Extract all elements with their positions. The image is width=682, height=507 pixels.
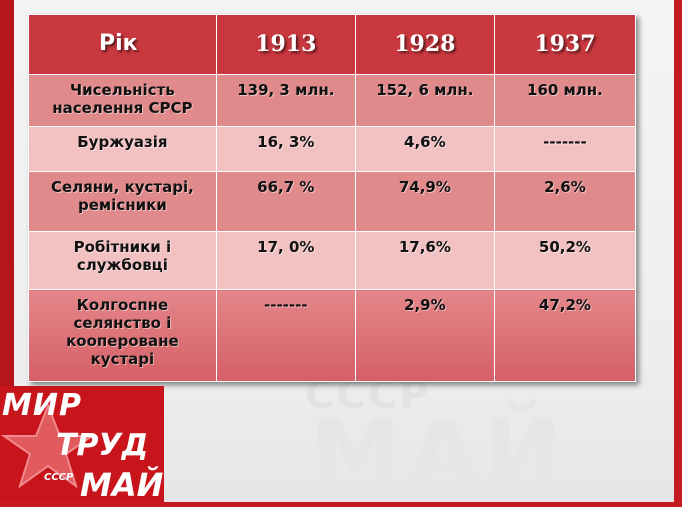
header-1913: 1913 bbox=[215, 14, 356, 75]
header-year-label: Рік bbox=[28, 14, 217, 75]
star-icon bbox=[0, 403, 96, 489]
cell-value: 74,9% bbox=[354, 171, 495, 232]
cell-value: 4,6% bbox=[354, 126, 495, 172]
row-label-peasants: Селяни, кустарі, ремісники bbox=[28, 171, 217, 232]
row-label-workers: Робітники і службовці bbox=[28, 231, 217, 290]
logo-word-trud: ТРУД bbox=[56, 428, 149, 463]
cell-value: 50,2% bbox=[493, 231, 637, 290]
row-label-population: Чисельність населення СРСР bbox=[28, 74, 217, 127]
cell-value: 2,6% bbox=[493, 171, 637, 232]
population-table: Рік 1913 1928 1937 Чисельність населення… bbox=[28, 14, 637, 382]
table-row: Робітники і службовці 17, 0% 17,6% 50,2% bbox=[28, 231, 637, 290]
table-row: Колгоспне селянство і коопероване кустар… bbox=[28, 289, 637, 382]
cell-value: 47,2% bbox=[493, 289, 637, 382]
table-row: Чисельність населення СРСР 139, 3 млн. 1… bbox=[28, 74, 637, 127]
cell-value: 139, 3 млн. bbox=[215, 74, 356, 127]
cell-value: 17,6% bbox=[354, 231, 495, 290]
cell-value: 66,7 % bbox=[215, 171, 356, 232]
left-red-stripe bbox=[0, 0, 14, 502]
logo-word-cccp: СССР bbox=[44, 472, 74, 483]
header-1928: 1928 bbox=[354, 14, 495, 75]
logo-word-mir: МИР bbox=[2, 388, 82, 423]
watermark-mai: МАЙ bbox=[310, 400, 568, 507]
cell-value: ------- bbox=[493, 126, 637, 172]
mir-trud-mai-logo: МИР ТРУД СССР МАЙ bbox=[0, 386, 164, 502]
row-label-bourgeoisie: Буржуазія bbox=[28, 126, 217, 172]
cell-value: 2,9% bbox=[354, 289, 495, 382]
cell-value: 160 млн. bbox=[493, 74, 637, 127]
header-1937: 1937 bbox=[493, 14, 637, 75]
row-label-collective-farmers: Колгоспне селянство і коопероване кустар… bbox=[28, 289, 217, 382]
cell-value: 16, 3% bbox=[215, 126, 356, 172]
table-row: Буржуазія 16, 3% 4,6% ------- bbox=[28, 126, 637, 172]
cell-value: 152, 6 млн. bbox=[354, 74, 495, 127]
table-header-row: Рік 1913 1928 1937 bbox=[28, 14, 637, 75]
table-row: Селяни, кустарі, ремісники 66,7 % 74,9% … bbox=[28, 171, 637, 232]
cell-value: 17, 0% bbox=[215, 231, 356, 290]
cell-value: ------- bbox=[215, 289, 356, 382]
logo-word-mai: МАЙ bbox=[80, 466, 164, 502]
